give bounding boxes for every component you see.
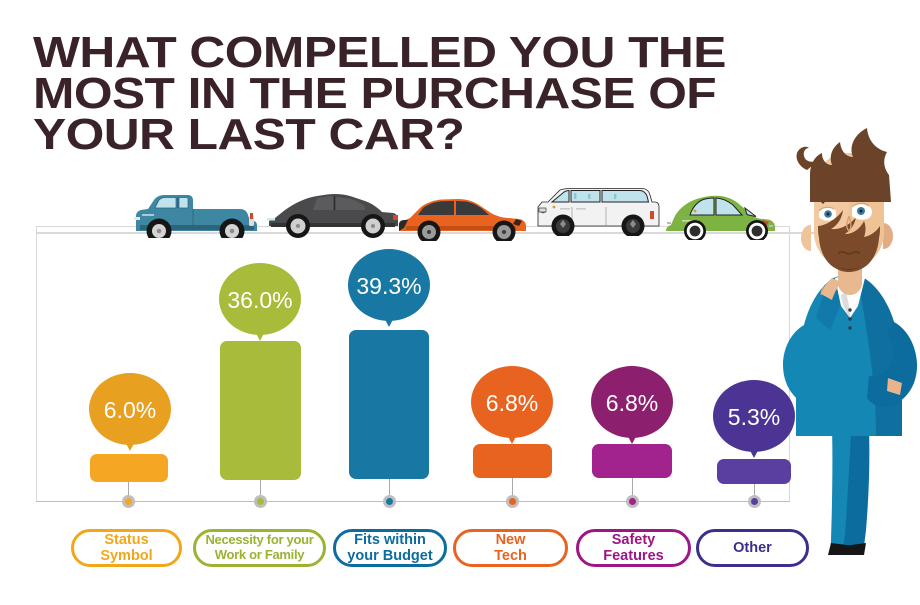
svg-text:5.3%: 5.3%	[728, 404, 780, 430]
svg-text:6.8%: 6.8%	[606, 390, 658, 416]
svg-text:6.8%: 6.8%	[486, 390, 538, 416]
svg-text:36.0%: 36.0%	[227, 287, 292, 313]
svg-text:6.0%: 6.0%	[104, 397, 156, 423]
svg-text:39.3%: 39.3%	[356, 273, 421, 299]
